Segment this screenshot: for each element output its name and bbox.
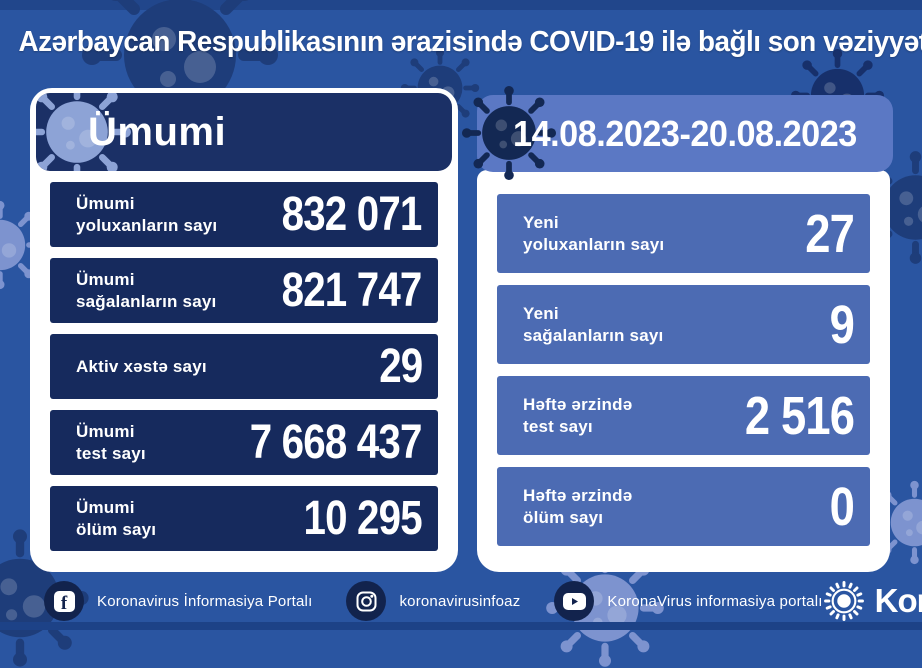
stat-label-line2: sağalanların sayı xyxy=(523,325,664,345)
stat-label: Həftə ərzində ölüm sayı xyxy=(523,485,632,529)
stat-value: 29 xyxy=(378,340,423,393)
top-edge-strip xyxy=(0,0,922,10)
logo-text: KoronaVirus xyxy=(874,582,922,619)
stat-value: 821 747 xyxy=(282,264,423,317)
stat-row-total-deaths: Ümumi ölüm sayı 10 295 xyxy=(50,486,438,551)
footer: f Koronavirus İnformasiya Portalı korona… xyxy=(0,580,922,622)
stat-row-weekly-tests: Həftə ərzində test sayı 2 516 xyxy=(497,376,870,455)
stat-label: Ümumi yoluxanların sayı xyxy=(76,193,217,237)
stat-value: 2 516 xyxy=(744,385,855,446)
stat-row-total-tests: Ümumi test sayı 7 668 437 xyxy=(50,410,438,475)
facebook-link[interactable]: f Koronavirus İnformasiya Portalı xyxy=(44,581,312,621)
stat-label-line2: yoluxanların sayı xyxy=(76,215,218,235)
stat-label: Ümumi test sayı xyxy=(76,421,146,465)
stat-label: Yeni yoluxanların sayı xyxy=(523,212,664,256)
stat-label-line1: Ümumi xyxy=(76,269,135,289)
stat-value: 832 071 xyxy=(282,188,423,241)
facebook-icon: f xyxy=(44,581,84,621)
stat-label: Yeni sağalanların sayı xyxy=(523,303,663,347)
totals-header-label: Ümumi xyxy=(88,109,227,154)
stat-label-line1: Ümumi xyxy=(76,193,135,213)
stat-label: Ümumi ölüm sayı xyxy=(76,497,156,541)
stat-row-total-recovered: Ümumi sağalanların sayı 821 747 xyxy=(50,258,438,323)
stat-row-total-infections: Ümumi yoluxanların sayı 832 071 xyxy=(50,182,438,247)
stat-label-line1: Aktiv xəstə sayı xyxy=(76,356,207,376)
virus-sun-icon xyxy=(823,581,864,621)
stat-label: Aktiv xəstə sayı xyxy=(76,356,207,378)
week-range-header: 14.08.2023-20.08.2023 xyxy=(477,95,893,172)
bottom-edge-strip xyxy=(0,622,922,630)
stat-label-line2: test sayı xyxy=(76,443,146,463)
facebook-label: Koronavirus İnformasiya Portalı xyxy=(97,592,313,610)
stat-value: 0 xyxy=(829,476,855,537)
stat-label-line1: Yeni xyxy=(523,212,559,232)
totals-panel-header: Ümumi xyxy=(36,93,452,171)
stat-label-line1: Ümumi xyxy=(76,421,135,441)
stat-label-line2: ölüm sayı xyxy=(76,519,157,539)
stat-value: 9 xyxy=(829,294,855,355)
stat-value: 7 668 437 xyxy=(250,416,423,469)
instagram-link[interactable]: koronavirusinfoaz xyxy=(346,581,520,621)
stat-label-line1: Yeni xyxy=(523,303,559,323)
stat-label: Həftə ərzində test sayı xyxy=(523,394,632,438)
stat-value: 27 xyxy=(805,203,855,264)
stat-label: Ümumi sağalanların sayı xyxy=(76,269,216,313)
stat-label-line2: yoluxanların sayı xyxy=(523,234,665,254)
week-range-label: 14.08.2023-20.08.2023 xyxy=(513,112,857,154)
stat-label-line1: Ümumi xyxy=(76,497,135,517)
stat-label-line1: Həftə ərzində xyxy=(523,485,633,505)
instagram-icon xyxy=(346,581,387,621)
youtube-icon xyxy=(554,581,595,621)
page-title: Azərbaycan Respublikasının ərazisində CO… xyxy=(18,26,922,58)
stat-label-line2: ölüm sayı xyxy=(523,507,604,527)
stat-row-active-cases: Aktiv xəstə sayı 29 xyxy=(50,334,438,399)
instagram-label: koronavirusinfoaz xyxy=(399,592,521,610)
stat-label-line2: test sayı xyxy=(523,416,593,436)
youtube-link[interactable]: KoronaVirus informasiya portalı xyxy=(554,581,822,621)
weekly-panel: Yeni yoluxanların sayı 27 Yeni sağalanla… xyxy=(477,170,890,572)
totals-panel: Ümumi Ümumi yoluxanların sayı 832 071 Üm… xyxy=(30,88,458,572)
youtube-label: KoronaVirus informasiya portalı xyxy=(607,592,823,610)
stat-row-new-infections: Yeni yoluxanların sayı 27 xyxy=(497,194,870,273)
stat-label-line2: sağalanların sayı xyxy=(76,291,217,311)
stat-row-new-recovered: Yeni sağalanların sayı 9 xyxy=(497,285,870,364)
stat-row-weekly-deaths: Həftə ərzində ölüm sayı 0 xyxy=(497,467,870,546)
stat-label-line1: Həftə ərzində xyxy=(523,394,633,414)
stat-value: 10 295 xyxy=(303,492,423,545)
